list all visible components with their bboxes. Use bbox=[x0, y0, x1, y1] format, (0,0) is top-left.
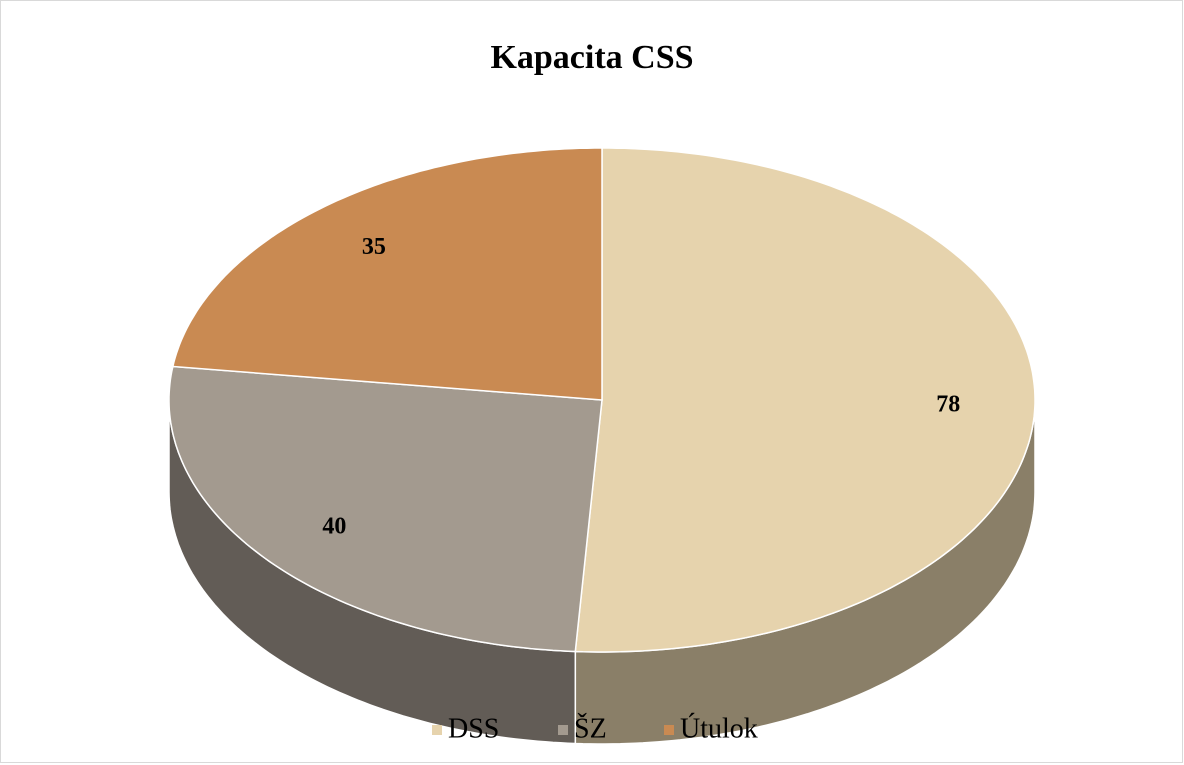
slice bbox=[574, 147, 1036, 653]
legend-swatch bbox=[664, 725, 674, 735]
legend-label: DSS bbox=[448, 713, 499, 744]
legend-label: Útulok bbox=[680, 713, 758, 744]
data-label: 35 bbox=[362, 234, 386, 260]
data-label: 78 bbox=[936, 392, 960, 418]
legend-swatch bbox=[558, 725, 568, 735]
slice bbox=[171, 147, 603, 401]
legend-swatch bbox=[432, 725, 442, 735]
slice bbox=[168, 365, 603, 653]
chart-title: Kapacita CSS bbox=[490, 39, 693, 76]
data-label: 40 bbox=[322, 513, 346, 539]
legend-label: ŠZ bbox=[574, 713, 607, 744]
